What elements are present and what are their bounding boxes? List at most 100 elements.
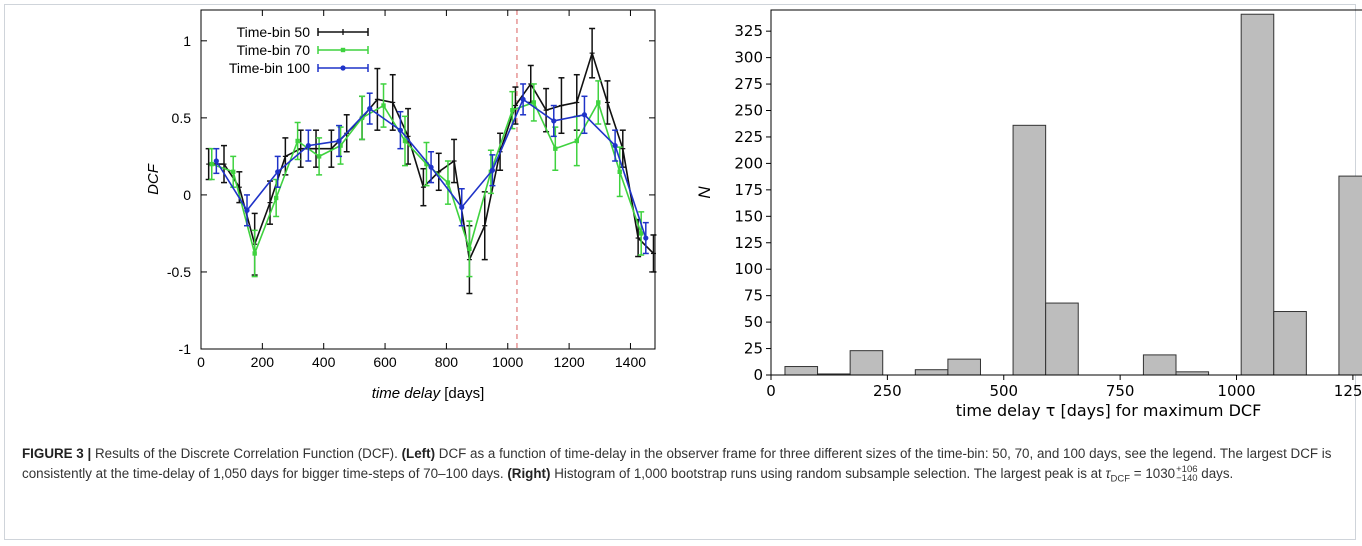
dcf-point [510, 107, 515, 113]
dcf-point [467, 246, 472, 252]
dcf-point [574, 138, 579, 144]
histogram-y-tick-label: 100 [734, 260, 763, 278]
caption-tau-expression: τDCF = 1030 +106 −140 days. [1105, 464, 1234, 485]
dcf-point [428, 164, 434, 170]
histogram-bar [1045, 302, 1079, 376]
histogram-bar [1273, 311, 1307, 376]
dcf-y-tick-label: 0.5 [172, 110, 192, 126]
caption-tau-sub: DCF [1110, 473, 1131, 485]
dcf-x-tick-label: 800 [435, 354, 459, 370]
dcf-point [531, 100, 537, 105]
dcf-chart: 0 200 400 600 800 1000 1200 1400 -1 -0.5 0 0.5 1 Tim… [145, 9, 657, 402]
legend-marker-1 [340, 47, 346, 53]
histogram-y-tick-label: 325 [734, 22, 763, 40]
dcf-point [231, 169, 236, 174]
dcf-series-2 [213, 83, 649, 255]
histogram-plot-frame [770, 9, 1362, 376]
dcf-x-tick-label: 1200 [554, 354, 585, 370]
histogram-x-tick-label: 750 [1106, 382, 1135, 400]
histogram-bar [1012, 124, 1047, 376]
dcf-point [273, 195, 279, 201]
caption-right-label: (Right) [507, 466, 551, 481]
histogram-y-tick-label: 75 [744, 287, 763, 305]
dcf-point [381, 103, 386, 108]
dcf-point [551, 118, 557, 124]
dcf-point [402, 138, 408, 144]
histogram-x-tick-label: 0 [766, 382, 776, 400]
legend-label-2: Time-bin 100 [229, 60, 310, 76]
dcf-point [397, 127, 403, 133]
histogram-bar [947, 358, 981, 376]
histogram-y-tick-label: 300 [734, 49, 763, 67]
histogram-bar [849, 350, 884, 376]
dcf-point [275, 169, 281, 175]
dcf-point [581, 112, 588, 118]
caption-tau-lo: −140 [1176, 473, 1198, 485]
dcf-point [617, 169, 622, 174]
histogram-y-tick-label: 225 [734, 128, 763, 146]
dcf-point [244, 207, 250, 213]
caption-tau-unit: days. [1197, 466, 1234, 481]
histogram-bar [914, 369, 949, 376]
dcf-point [612, 143, 618, 149]
dcf-series [205, 27, 657, 295]
figure-caption: FIGURE 3 | Results of the Discrete Corre… [22, 444, 1342, 490]
dcf-point [213, 158, 219, 164]
dcf-x-axis-label-main: time delay [372, 385, 442, 402]
dcf-x-tick-label: 1400 [615, 354, 646, 370]
histogram-y-tick-label: 275 [734, 75, 763, 93]
dcf-y-axis-label: DCF [145, 163, 162, 195]
dcf-point [295, 138, 300, 144]
dcf-plot-frame [200, 9, 656, 350]
dcf-y-tick-label: 1 [183, 33, 191, 49]
dcf-point [305, 143, 311, 149]
histogram-x-tick-label: 500 [989, 382, 1018, 400]
dcf-point [424, 161, 429, 167]
histogram-bar [1142, 354, 1177, 376]
dcf-y-tick-label: -0.5 [167, 264, 191, 280]
dcf-point [643, 235, 649, 241]
legend-label-1: Time-bin 70 [237, 42, 311, 58]
histogram-y-tick-label: 50 [744, 313, 763, 331]
dcf-point [338, 143, 343, 148]
dcf-point [638, 231, 644, 236]
caption-figure-label: FIGURE 3 | [22, 446, 92, 461]
dcf-x-tick-label: 600 [373, 354, 397, 370]
dcf-point [252, 251, 257, 256]
histogram-bar [1338, 175, 1362, 376]
dcf-x-tick-label: 200 [251, 354, 275, 370]
dcf-x-tick-label: 1000 [492, 354, 523, 370]
caption-left-text: DCF as a function of time-delay in the o… [22, 446, 1332, 481]
caption-left-label: (Left) [401, 446, 436, 461]
dcf-point [367, 106, 373, 112]
histogram-bar [784, 366, 819, 376]
dcf-series-1 [208, 80, 645, 278]
dcf-point [520, 96, 526, 102]
histogram-x-tick-label: 250 [873, 382, 902, 400]
histogram-y-tick-label: 25 [744, 340, 763, 358]
dcf-y-tick-label: -1 [179, 341, 192, 357]
histogram-bar [1240, 13, 1275, 376]
histogram-x-tick-label: 1000 [1217, 382, 1255, 400]
dcf-y-tick-label: 0 [183, 187, 191, 203]
dcf-point [445, 180, 451, 185]
histogram-y-tick-label: 0 [753, 366, 763, 384]
dcf-x-axis-label-unit: [days] [440, 385, 484, 402]
caption-tau-sup: +106 [1176, 464, 1198, 476]
histogram-bars [784, 13, 1362, 376]
dcf-point [459, 204, 465, 210]
legend-marker-2 [340, 65, 346, 71]
histogram-y-tick-label: 250 [734, 102, 763, 120]
dcf-ticks: 0 200 400 600 800 1000 1200 1400 -1 -0.5 0 0.5 1 [167, 10, 655, 370]
histogram-y-tick-label: 125 [734, 234, 763, 252]
dcf-point [596, 100, 601, 105]
dcf-legend: Time-bin 50 Time-bin 70 Time-bin 100 [229, 24, 369, 76]
caption-tau-symbol: τ [1105, 466, 1111, 481]
histogram-y-tick-label: 175 [734, 181, 763, 199]
dcf-point [316, 154, 322, 159]
dcf-point [489, 167, 496, 173]
dcf-point [336, 138, 342, 144]
histogram-y-tick-label: 200 [734, 154, 763, 172]
